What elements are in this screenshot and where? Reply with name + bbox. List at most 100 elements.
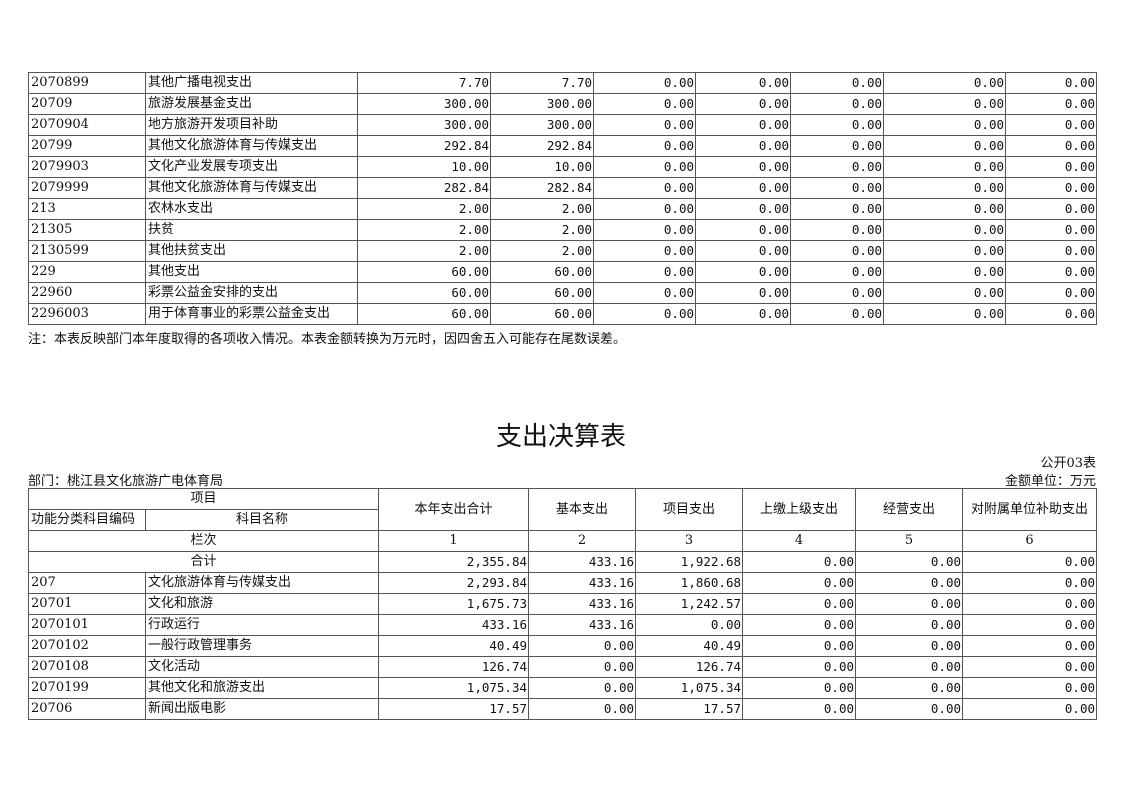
amount-cell: 0.00 [695,198,791,220]
amount-cell: 0.00 [855,698,964,720]
amount-cell: 0.00 [1005,72,1097,94]
subject-name: 其他支出 [145,261,358,283]
amount-cell: 0.00 [1005,282,1097,304]
amount-cell: 60.00 [357,303,491,325]
amount-cell: 0.00 [962,635,1098,657]
amount-cell: 0.00 [742,572,857,594]
subject-code: 20706 [28,698,146,720]
header-col-total: 本年支出合计 [378,488,530,531]
amount-cell: 0.00 [695,72,791,94]
amount-cell: 0.00 [593,72,696,94]
subject-code: 21305 [28,219,146,241]
amount-cell: 0.00 [962,593,1098,615]
amount-cell: 0.00 [883,261,1006,283]
amount-cell: 0.00 [883,93,1006,115]
subject-name: 一般行政管理事务 [144,635,380,657]
amount-cell: 0.00 [883,114,1006,136]
subject-name: 扶贫 [145,219,358,241]
amount-cell: 0.00 [695,261,791,283]
subject-name: 文化旅游体育与传媒支出 [144,572,380,594]
amount-cell: 0.00 [695,282,791,304]
subject-code: 2070102 [28,635,146,657]
subject-code: 213 [28,198,146,220]
amount-cell: 0.00 [790,177,884,199]
amount-cell: 0.00 [790,282,884,304]
amount-cell: 0.00 [593,114,696,136]
amount-cell: 0.00 [1005,177,1097,199]
amount-cell: 0.00 [790,135,884,157]
amount-cell: 0.00 [883,303,1006,325]
amount-cell: 0.00 [883,72,1006,94]
table-row: 2070904 地方旅游开发项目补助 300.00 300.00 0.00 0.00 0.0… [28,114,1097,136]
subject-code: 2070904 [28,114,146,136]
column-number: 2 [528,530,637,552]
amount-cell: 0.00 [790,303,884,325]
amount-cell: 1,675.73 [378,593,530,615]
amount-cell: 2.00 [490,219,594,241]
amount-cell: 60.00 [357,261,491,283]
form-number: 公开03表 [1040,456,1096,471]
amount-cell: 0.00 [695,93,791,115]
amount-cell: 60.00 [490,282,594,304]
amount-cell: 1,242.57 [635,593,744,615]
amount-cell: 0.00 [962,698,1098,720]
amount-cell: 7.70 [490,72,594,94]
header-col-basic: 基本支出 [528,488,637,531]
amount-cell: 0.00 [528,677,637,699]
table-row: 2070199 其他文化和旅游支出 1,075.34 0.00 1,075.34 0.00… [28,677,1098,699]
amount-cell: 40.49 [378,635,530,657]
amount-cell: 0.00 [790,114,884,136]
total-value: 1,922.68 [635,551,744,573]
amount-cell: 433.16 [378,614,530,636]
amount-cell: 0.00 [695,219,791,241]
amount-cell: 282.84 [357,177,491,199]
table-row: 2070108 文化活动 126.74 0.00 126.74 0.00 0.00 0.00 [28,656,1098,678]
column-number: 4 [742,530,857,552]
subject-code: 22960 [28,282,146,304]
header-name: 科目名称 [144,509,380,531]
amount-cell: 0.00 [855,677,964,699]
amount-cell: 0.00 [1005,303,1097,325]
amount-cell: 0.00 [1005,135,1097,157]
subject-name: 彩票公益金安排的支出 [145,282,358,304]
amount-cell: 2.00 [357,198,491,220]
table-row: 2070102 一般行政管理事务 40.49 0.00 40.49 0.00 0.00 0.0… [28,635,1098,657]
subject-name: 其他扶贫支出 [145,240,358,262]
column-number: 6 [962,530,1098,552]
amount-cell: 0.00 [1005,156,1097,178]
subject-code: 2070101 [28,614,146,636]
table-row: 213 农林水支出 2.00 2.00 0.00 0.00 0.00 0.00 0.00 [28,198,1097,220]
subject-code: 229 [28,261,146,283]
amount-cell: 0.00 [593,177,696,199]
subject-code: 207 [28,572,146,594]
header-code: 功能分类科目编码 [28,509,146,531]
amount-cell: 1,860.68 [635,572,744,594]
amount-cell: 300.00 [357,114,491,136]
amount-cell: 0.00 [962,656,1098,678]
amount-cell: 0.00 [742,677,857,699]
amount-cell: 0.00 [742,698,857,720]
header-col-operating: 经营支出 [855,488,964,531]
amount-cell: 126.74 [635,656,744,678]
amount-cell: 0.00 [790,93,884,115]
subject-code: 20701 [28,593,146,615]
amount-cell: 292.84 [490,135,594,157]
amount-cell: 0.00 [742,614,857,636]
subject-name: 用于体育事业的彩票公益金支出 [145,303,358,325]
amount-cell: 292.84 [357,135,491,157]
amount-cell: 0.00 [790,198,884,220]
table-row: 20701 文化和旅游 1,675.73 433.16 1,242.57 0.00 0.00… [28,593,1098,615]
subject-name: 文化和旅游 [144,593,380,615]
subject-name: 文化产业发展专项支出 [145,156,358,178]
amount-cell: 60.00 [490,303,594,325]
amount-cell: 0.00 [883,240,1006,262]
table-row: 20799 其他文化旅游体育与传媒支出 292.84 292.84 0.00 0.00 0.… [28,135,1097,157]
subject-code: 2296003 [28,303,146,325]
table-row: 2070101 行政运行 433.16 433.16 0.00 0.00 0.00 0.00 [28,614,1098,636]
amount-cell: 0.00 [790,261,884,283]
amount-cell: 0.00 [528,635,637,657]
department-label: 部门：桃江县文化旅游广电体育局 [28,474,224,489]
subject-code: 2070108 [28,656,146,678]
amount-cell: 0.00 [962,677,1098,699]
total-value: 433.16 [528,551,637,573]
